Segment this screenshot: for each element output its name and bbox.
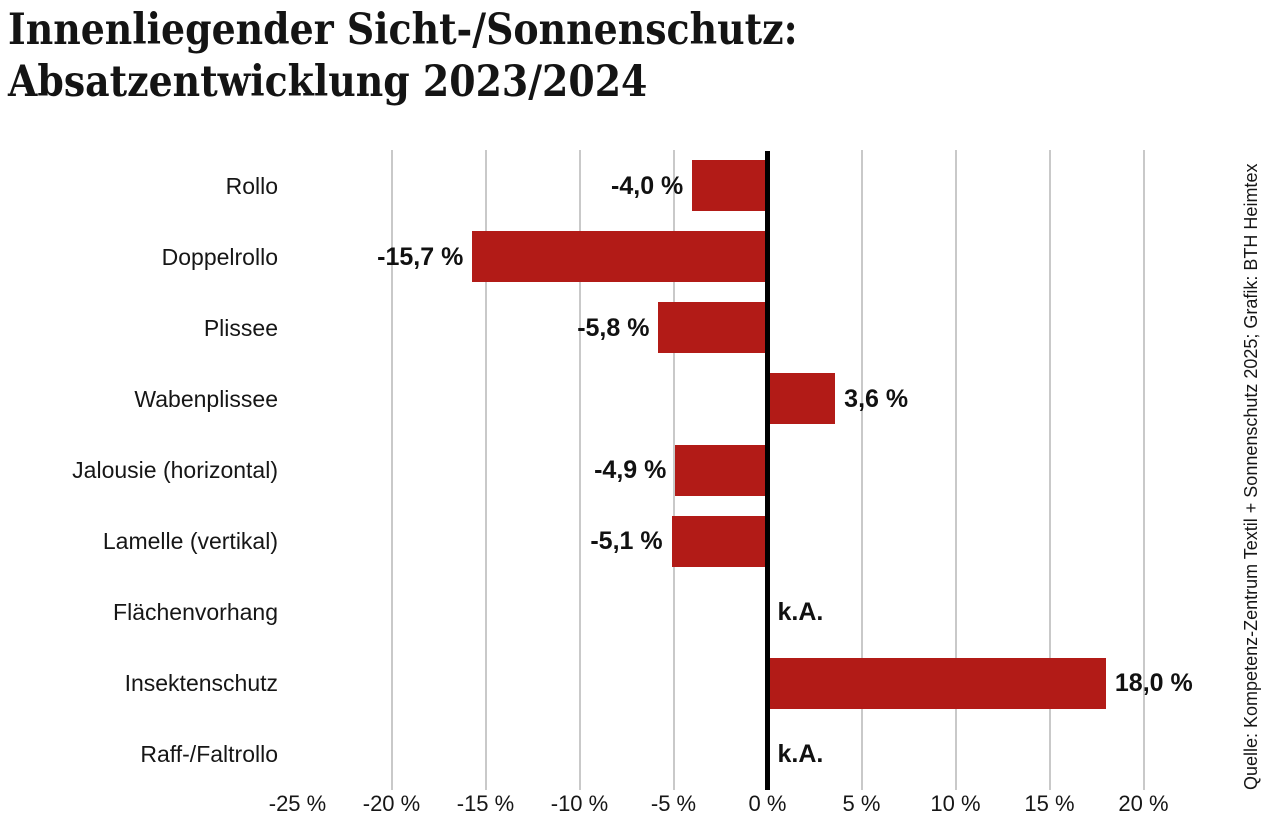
category-label: Jalousie (horizontal) — [72, 457, 278, 483]
gridline — [1048, 150, 1051, 790]
value-label: -15,7 % — [377, 242, 464, 271]
category-label: Doppelrollo — [161, 243, 278, 270]
category-label: Plissee — [203, 314, 278, 341]
value-bar — [692, 160, 768, 212]
zero-axis-line — [765, 151, 770, 790]
gridline — [390, 150, 393, 790]
gridline — [1142, 150, 1145, 790]
value-label: 18,0 % — [1114, 669, 1193, 698]
value-bar — [472, 231, 768, 283]
x-tick-label: -5 % — [650, 791, 697, 816]
value-bar — [671, 515, 768, 567]
x-tick-label: 15 % — [1024, 791, 1075, 816]
category-label: Rollo — [225, 172, 278, 199]
value-bar — [767, 373, 836, 425]
page-title-line2: Absatzentwicklung 2023/2024 — [8, 57, 648, 107]
value-bar — [658, 302, 768, 354]
category-label: Wabenplissee — [134, 385, 278, 412]
gridline — [578, 150, 581, 790]
page-title-line1: Innenliegender Sicht-/Sonnenschutz: — [8, 5, 798, 55]
category-label: Flächenvorhang — [113, 599, 278, 626]
gridline — [484, 150, 487, 790]
value-label: -5,8 % — [577, 313, 650, 342]
x-tick-label: -10 % — [550, 791, 609, 816]
x-tick-label: 0 % — [748, 791, 787, 816]
gridline — [954, 150, 957, 790]
category-label: Raff-/Faltrollo — [140, 741, 278, 768]
value-label: -4,0 % — [611, 171, 684, 200]
category-label: Insektenschutz — [124, 670, 278, 697]
value-label: -5,1 % — [590, 527, 663, 556]
x-tick-label: -20 % — [362, 791, 421, 816]
value-label: -4,9 % — [594, 456, 667, 484]
value-bar — [767, 657, 1106, 709]
value-label: 3,6 % — [844, 384, 909, 413]
x-tick-label: 10 % — [930, 791, 981, 816]
x-tick-label: 20 % — [1118, 791, 1169, 816]
x-tick-label: 5 % — [842, 791, 881, 816]
page-title: Innenliegender Sicht-/Sonnenschutz: Absa… — [8, 4, 798, 108]
x-tick-label: -25 % — [268, 791, 327, 816]
gridline — [860, 150, 863, 790]
value-bar — [675, 444, 768, 496]
gridline — [672, 150, 675, 790]
category-label: Lamelle (vertikal) — [102, 528, 278, 555]
x-tick-label: -15 % — [456, 791, 515, 816]
value-label: k.A. — [777, 740, 824, 769]
value-label: k.A. — [777, 598, 824, 627]
